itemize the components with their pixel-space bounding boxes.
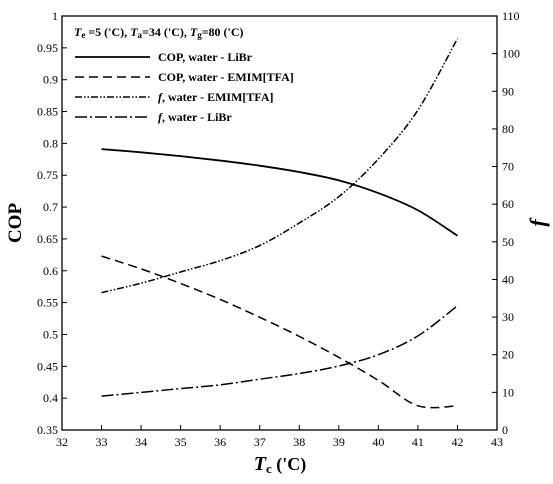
x-tick-label: 34: [135, 435, 147, 449]
series-line-4: [101, 305, 458, 397]
y-right-tick-label: 80: [502, 122, 514, 136]
legend-label-3: f, water - EMIM[TFA]: [158, 90, 274, 104]
y-left-tick-label: 0.55: [37, 296, 58, 310]
legend-label-4: f, water - LiBr: [158, 110, 232, 124]
x-axis-label: Tc ('C): [254, 453, 307, 476]
ticks: 32 33 34 35 36 37 38 39 40 41 42 43 0.35 0.4 0.45 0.5 0.…: [37, 9, 520, 449]
y-axis-left-label: COP: [5, 203, 26, 244]
x-tick-label: 36: [214, 435, 226, 449]
y-left-tick-label: 0.5: [43, 327, 58, 341]
x-tick-label: 37: [254, 435, 266, 449]
y-left-tick-label: 0.9: [43, 73, 58, 87]
y-right-tick-label: 60: [502, 197, 514, 211]
x-tick-label: 39: [333, 435, 345, 449]
y-right-tick-label: 100: [502, 47, 520, 61]
y-left-tick-label: 0.6: [43, 264, 58, 278]
x-tick-label: 40: [372, 435, 384, 449]
x-tick-label: 38: [293, 435, 305, 449]
y-right-tick-label: 0: [502, 423, 508, 437]
y-right-tick-label: 10: [502, 385, 514, 399]
y-left-tick-label: 0.35: [37, 423, 58, 437]
series-line-2: [101, 255, 458, 409]
x-tick-label: 42: [451, 435, 463, 449]
y-left-tick-label: 0.65: [37, 232, 58, 246]
y-right-tick-label: 20: [502, 348, 514, 362]
series-lines: [101, 38, 459, 409]
x-tick-label: 43: [491, 435, 503, 449]
x-tick-label: 32: [56, 435, 68, 449]
y-left-tick-label: 0.45: [37, 359, 58, 373]
legend-label-1: COP, water - LiBr: [158, 50, 253, 64]
y-right-tick-label: 110: [502, 9, 520, 23]
conditions-label: Te =5 ('C), Ta=34 ('C), Tg=80 ('C): [74, 25, 244, 40]
y-left-tick-label: 0.4: [43, 391, 58, 405]
y-left-tick-label: 0.75: [37, 168, 58, 182]
x-tick-label: 35: [175, 435, 187, 449]
legend-label-2: COP, water - EMIM[TFA]: [158, 70, 294, 84]
y-right-tick-label: 70: [502, 160, 514, 174]
x-tick-label: 41: [412, 435, 424, 449]
legend: COP, water - LiBr COP, water - EMIM[TFA] f…: [75, 50, 294, 124]
series-line-3: [101, 38, 459, 294]
plot-frame: [61, 15, 498, 431]
y-left-tick-label: 0.95: [37, 41, 58, 55]
y-axis-right-label: f: [525, 217, 550, 227]
y-right-tick-label: 40: [502, 272, 514, 286]
x-tick-label: 33: [96, 435, 108, 449]
y-left-tick-label: 1: [52, 9, 58, 23]
y-left-tick-label: 0.7: [43, 200, 58, 214]
series-line-1: [101, 148, 458, 237]
y-left-tick-label: 0.8: [43, 136, 58, 150]
y-right-tick-label: 90: [502, 84, 514, 98]
y-right-tick-label: 50: [502, 235, 514, 249]
y-right-tick-label: 30: [502, 310, 514, 324]
y-left-tick-label: 0.85: [37, 105, 58, 119]
